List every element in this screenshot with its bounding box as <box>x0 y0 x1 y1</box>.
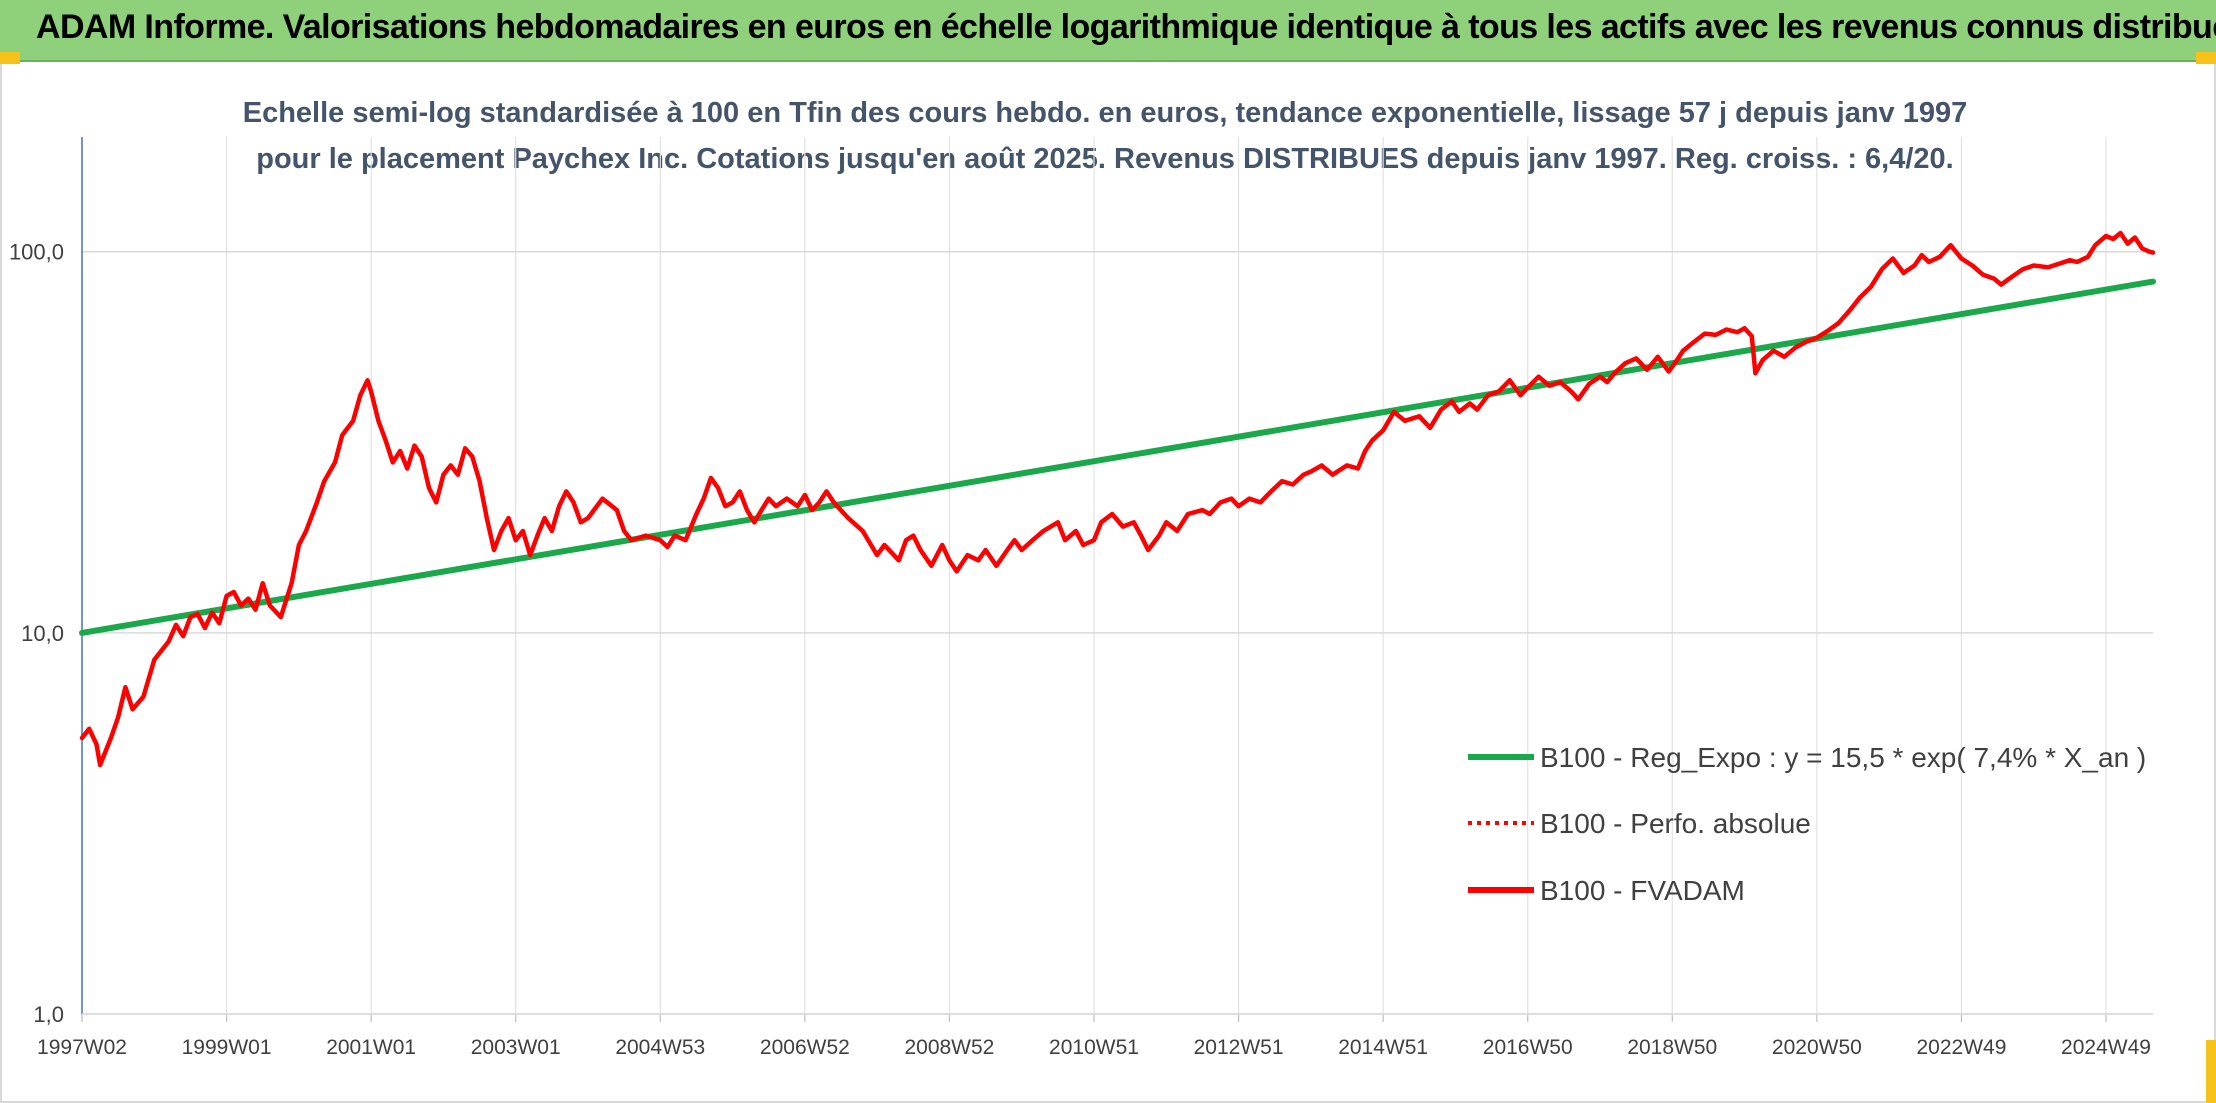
x-tick-label: 2012W51 <box>1194 1036 1284 1059</box>
y-tick-label: 10,0 <box>21 621 64 646</box>
x-tick-label: 1997W02 <box>37 1036 127 1059</box>
x-tick-label: 2024W49 <box>2061 1036 2151 1059</box>
series-line <box>79 230 2156 768</box>
x-tick-label: 2004W53 <box>615 1036 705 1059</box>
legend-label: B100 - Reg_Expo : y = 15,5 * exp( 7,4% *… <box>1540 742 2146 773</box>
x-tick-label: 2014W51 <box>1338 1036 1428 1059</box>
x-tick-label: 2022W49 <box>1916 1036 2006 1059</box>
legend-label: B100 - Perfo. absolue <box>1540 808 1811 839</box>
x-tick-label: 2003W01 <box>471 1036 561 1059</box>
x-tick-label: 2008W52 <box>904 1036 994 1059</box>
x-tick-label: 2010W51 <box>1049 1036 1139 1059</box>
x-tick-label: 1999W01 <box>182 1036 272 1059</box>
edge-mark-right <box>2206 1040 2216 1103</box>
x-tick-label: 2020W50 <box>1772 1036 1862 1059</box>
y-tick-label: 1,0 <box>33 1002 64 1027</box>
corner-mark-right <box>2196 52 2216 64</box>
x-tick-label: 2001W01 <box>326 1036 416 1059</box>
x-tick-label: 2016W50 <box>1483 1036 1573 1059</box>
legend-label: B100 - FVADAM <box>1540 875 1745 906</box>
report-header: ADAM Informe. Valorisations hebdomadaire… <box>0 0 2216 62</box>
chart-title: Echelle semi-log standardisée à 100 en T… <box>242 97 1968 175</box>
chart-panel <box>0 64 2216 1103</box>
report-title: ADAM Informe. Valorisations hebdomadaire… <box>36 8 2216 46</box>
corner-mark-left <box>0 52 20 64</box>
x-tick-label: 2006W52 <box>760 1036 850 1059</box>
x-tick-label: 2018W50 <box>1627 1036 1717 1059</box>
y-tick-label: 100,0 <box>9 240 64 265</box>
